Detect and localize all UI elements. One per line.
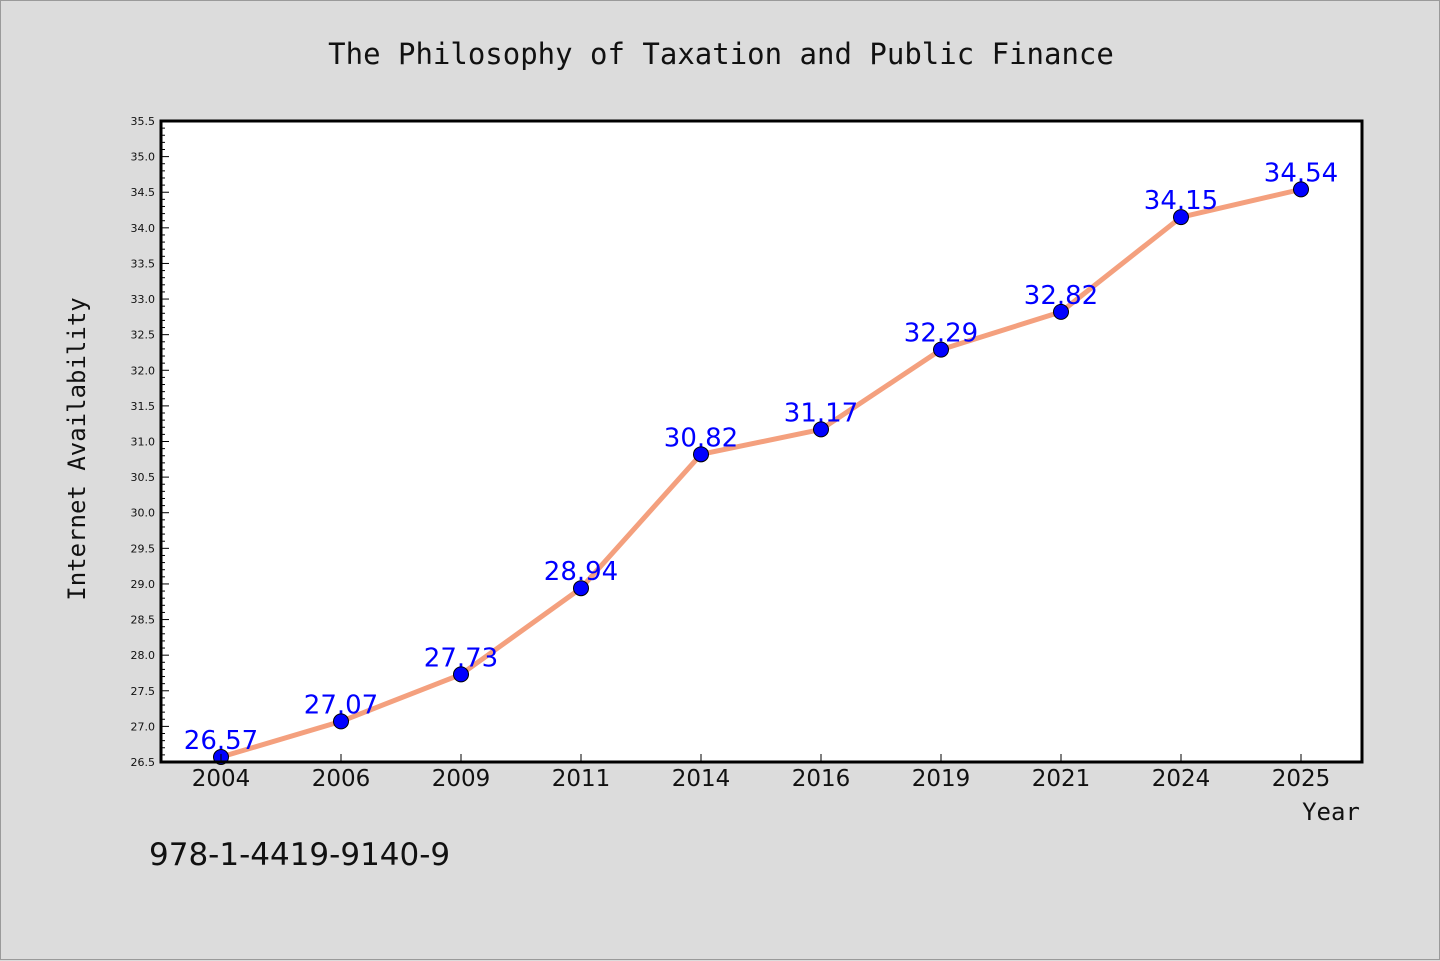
series-line-segment bbox=[218, 718, 344, 760]
data-point-label: 34.15 bbox=[1144, 186, 1218, 216]
series-line-segment bbox=[1058, 214, 1184, 315]
series-line-segment bbox=[458, 585, 584, 677]
y-axis-title: Internet Availability bbox=[63, 297, 91, 600]
marker-group bbox=[213, 181, 1309, 766]
ytick-label: 28.5 bbox=[131, 614, 156, 627]
data-point-marker bbox=[933, 341, 949, 358]
data-point-label: 32.82 bbox=[1024, 281, 1098, 311]
data-point-marker bbox=[573, 580, 589, 597]
ytick-label: 35.0 bbox=[131, 151, 156, 164]
series-line-segment bbox=[938, 309, 1064, 353]
ytick-label: 29.5 bbox=[131, 542, 156, 555]
series-line-segment bbox=[818, 347, 944, 432]
data-point-marker bbox=[1053, 303, 1069, 320]
ytick-label: 29.0 bbox=[131, 578, 156, 591]
ytick-label: 31.0 bbox=[131, 436, 156, 449]
xtick-label: 2025 bbox=[1272, 766, 1331, 792]
ytick-label: 26.5 bbox=[131, 756, 156, 769]
ytick-label: 34.0 bbox=[131, 222, 156, 235]
xtick-label: 2011 bbox=[552, 766, 611, 792]
plot-border bbox=[159, 119, 1364, 764]
data-point-label: 31.17 bbox=[784, 398, 858, 428]
series-line-segment bbox=[578, 451, 704, 591]
footer-isbn: 978-1-4419-9140-9 bbox=[149, 837, 450, 873]
chart-title: The Philosophy of Taxation and Public Fi… bbox=[328, 37, 1114, 71]
ytick-label: 30.0 bbox=[131, 507, 156, 520]
ytick-label: 27.5 bbox=[131, 685, 156, 698]
data-point-label: 32.29 bbox=[904, 319, 978, 349]
data-point-marker bbox=[813, 421, 829, 438]
ytick-label: 28.0 bbox=[131, 649, 156, 662]
xtick-group: 2004 2006 2009 2011 2014 2016 2019 2021 2024 2025 bbox=[192, 754, 1331, 792]
data-point-label: 28.94 bbox=[544, 557, 618, 587]
data-point-label: 27.73 bbox=[424, 643, 498, 673]
ytick-label: 33.5 bbox=[131, 257, 156, 270]
ytick-label: 33.0 bbox=[131, 293, 156, 306]
ytick-label: 31.5 bbox=[131, 400, 156, 413]
series-line-segment bbox=[1178, 186, 1304, 220]
ytick-label: 30.5 bbox=[131, 471, 156, 484]
ytick-label: 27.0 bbox=[131, 720, 156, 733]
ytick-label: 32.0 bbox=[131, 364, 156, 377]
data-point-marker bbox=[1293, 181, 1309, 198]
data-label-group: 26.57 27.07 27.73 28.94 30.82 31.17 32.29 32.82… bbox=[184, 158, 1338, 756]
data-point-marker bbox=[333, 713, 349, 730]
data-point-label: 30.82 bbox=[664, 423, 738, 453]
data-point-marker bbox=[1173, 209, 1189, 226]
xtick-label: 2009 bbox=[432, 766, 491, 792]
data-point-label: 26.57 bbox=[184, 726, 258, 756]
data-point-label: 27.07 bbox=[304, 690, 378, 720]
data-point-label: 34.54 bbox=[1264, 158, 1338, 188]
xtick-label: 2016 bbox=[792, 766, 851, 792]
xtick-label: 2014 bbox=[672, 766, 731, 792]
x-axis-title: Year bbox=[1302, 798, 1360, 826]
series-line-segment bbox=[338, 671, 464, 724]
xtick-label: 2019 bbox=[912, 766, 971, 792]
data-point-marker bbox=[693, 446, 709, 463]
xtick-label: 2024 bbox=[1152, 766, 1211, 792]
data-point-marker bbox=[453, 666, 469, 683]
series-line-group bbox=[218, 186, 1304, 760]
xtick-label: 2021 bbox=[1032, 766, 1091, 792]
ytick-label: 34.5 bbox=[131, 186, 156, 199]
xtick-label: 2004 bbox=[192, 766, 251, 792]
ytick-label: 32.5 bbox=[131, 329, 156, 342]
xtick-label: 2006 bbox=[312, 766, 371, 792]
series-line-segment bbox=[698, 426, 824, 457]
ytick-label: 35.5 bbox=[131, 115, 156, 128]
